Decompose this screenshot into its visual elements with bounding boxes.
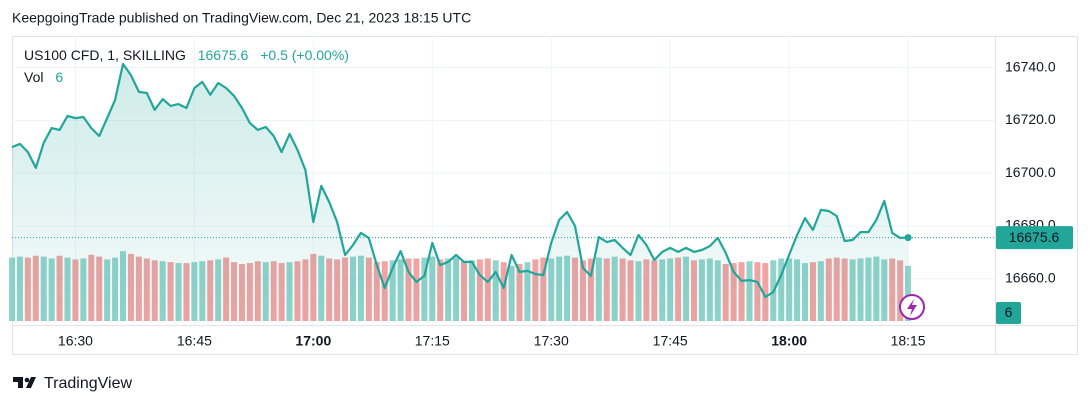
- tradingview-logo: [13, 377, 36, 388]
- price-line: [11, 62, 909, 299]
- symbol-name: US100 CFD, 1, SKILLING: [24, 47, 186, 63]
- volume-name: Vol: [24, 69, 43, 85]
- volume-legend: Vol 6: [24, 69, 63, 85]
- x-tick-label: 18:00: [771, 333, 807, 349]
- price-area: [12, 64, 909, 321]
- x-tick-label: 17:15: [415, 333, 450, 349]
- y-tick-label: 16700.0: [1005, 164, 1056, 180]
- volume-label-box: [996, 302, 1021, 324]
- attribution: KeepgoingTrade published on TradingView.…: [12, 10, 471, 26]
- x-tick-label: 17:30: [534, 333, 569, 349]
- last-price: 16675.6: [198, 47, 249, 63]
- x-tick-label: 17:45: [653, 333, 688, 349]
- volume-bar: [762, 263, 769, 321]
- last-point: [904, 234, 912, 242]
- price-label: 16675.6: [1009, 229, 1060, 245]
- x-tick-label: 17:00: [295, 333, 331, 349]
- volume-label: 6: [1005, 304, 1013, 320]
- price-change: +0.5 (+0.00%): [260, 47, 349, 63]
- y-tick-label: 16720.0: [1005, 111, 1056, 127]
- price-label-box: [996, 226, 1073, 250]
- y-tick-label: 16660.0: [1005, 269, 1056, 285]
- axes: 16660.016680.016700.016720.016740.016:30…: [58, 58, 1073, 349]
- brand: TradingView: [44, 375, 132, 392]
- price-line: [11, 62, 995, 321]
- y-tick-label: 16740.0: [1005, 58, 1056, 74]
- x-tick-label: 16:45: [177, 333, 212, 349]
- x-tick-label: 18:15: [891, 333, 926, 349]
- x-tick-label: 16:30: [58, 333, 93, 349]
- replay-icon[interactable]: [899, 294, 925, 320]
- legend: US100 CFD, 1, SKILLING 16675.6 +0.5 (+0.…: [24, 47, 349, 63]
- volume-last: 6: [55, 69, 63, 85]
